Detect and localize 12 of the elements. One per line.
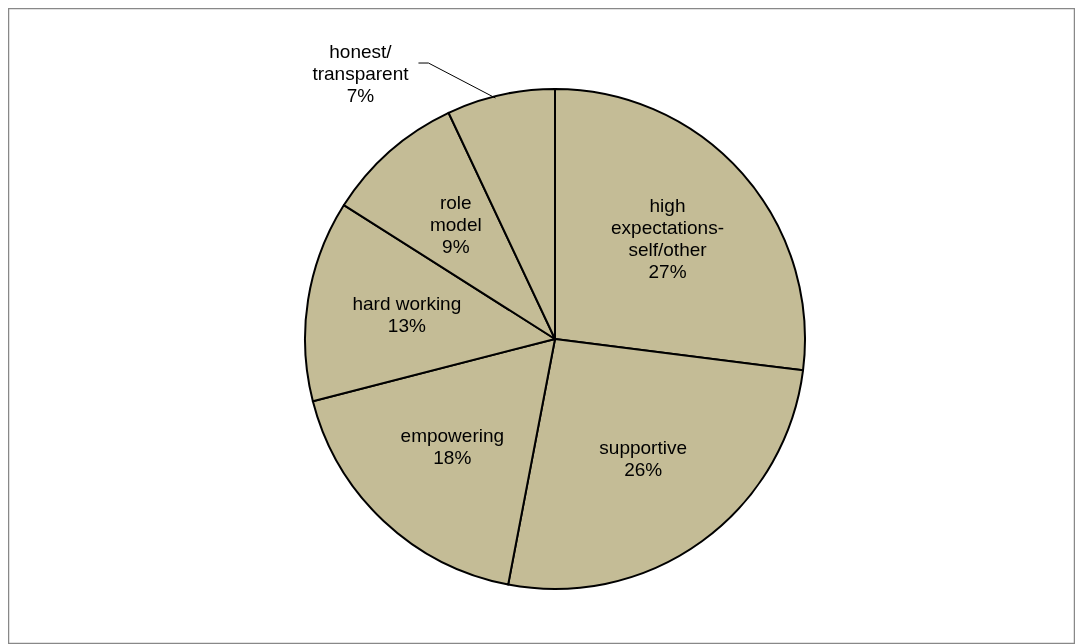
data-label: 26% [624,459,663,481]
slice-label: honest/ transparent [312,41,410,85]
data-label: 13% [387,314,426,336]
slice-label: empowering [400,425,505,447]
data-label: 9% [442,236,470,258]
slice-label: high expectations- self/other [611,194,725,260]
slice-label: supportive [599,437,687,459]
slice-label: role model [429,192,482,236]
slice-label: hard working [352,292,462,314]
data-label: 27% [648,260,687,282]
data-label: 18% [433,447,472,469]
data-label: 7% [346,85,375,107]
